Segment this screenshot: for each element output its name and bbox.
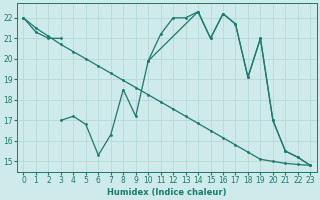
- X-axis label: Humidex (Indice chaleur): Humidex (Indice chaleur): [107, 188, 227, 197]
